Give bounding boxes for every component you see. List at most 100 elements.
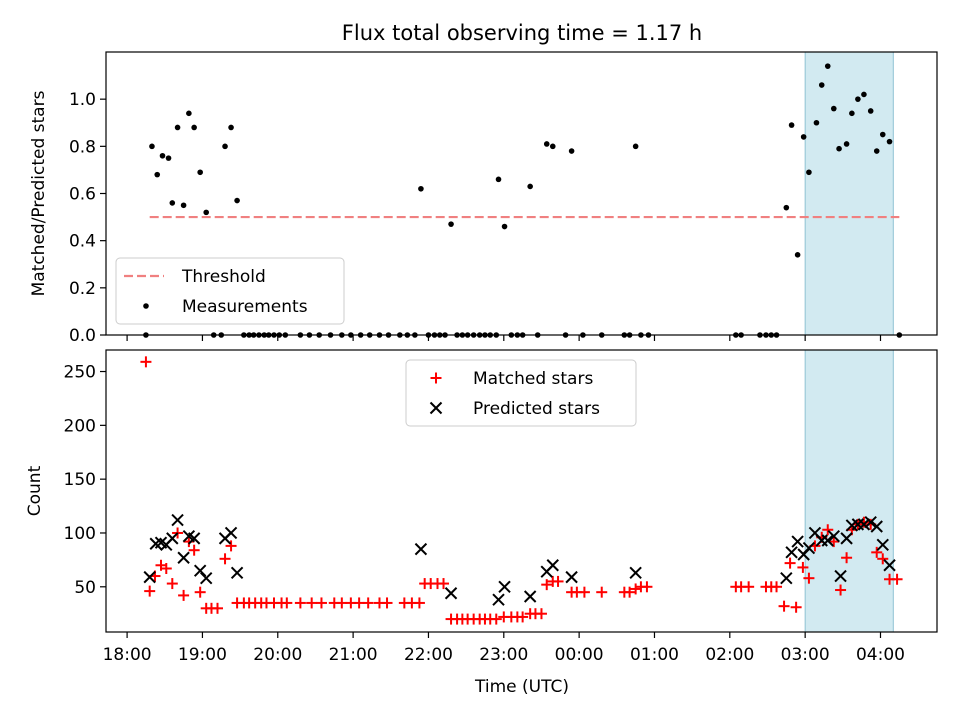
legend-threshold-label: Threshold [181, 267, 266, 287]
y-tick-label: 1.0 [69, 90, 96, 110]
measurement-point [527, 183, 533, 190]
predicted-star-marker [546, 559, 559, 572]
predicted-star-marker [864, 516, 877, 529]
predicted-star-marker [523, 590, 537, 603]
y-tick-label: 0.0 [69, 326, 96, 346]
matched-star-marker [183, 536, 195, 548]
predicted-star-marker [171, 513, 184, 527]
matched-star-marker [438, 578, 450, 590]
measurement-point [568, 148, 575, 154]
measurement-point [228, 124, 234, 131]
matched-star-marker [490, 613, 502, 625]
measurement-point [549, 143, 556, 150]
bottom-plot-frame [105, 349, 938, 633]
predicted-star-marker [629, 566, 642, 580]
matched-star-marker [294, 597, 306, 609]
measurement-point [843, 141, 850, 147]
matched-star-marker [871, 546, 883, 558]
measurement-point [149, 143, 155, 150]
matched-star-marker [535, 608, 547, 620]
predicted-star-marker [444, 587, 458, 600]
matched-star-marker [517, 611, 529, 623]
predicted-star-marker [143, 570, 156, 584]
legend-measurements-label: Measurements [182, 297, 308, 317]
legend-predicted-label: Predicted stars [473, 399, 600, 419]
x-tick-label: 22:00 [404, 645, 453, 665]
top-x-tick-marks [126, 335, 882, 341]
top-plot-frame [105, 51, 938, 336]
measurement-point [174, 124, 181, 131]
matched-star-marker [624, 586, 636, 598]
predicted-star-marker [780, 571, 793, 585]
predicted-star-marker [565, 570, 578, 584]
y-tick-label: 50 [74, 578, 96, 598]
matched-star-marker [430, 372, 442, 384]
measurement-point [448, 221, 454, 227]
predicted-star-marker [840, 532, 853, 545]
x-tick-label: 19:00 [178, 645, 227, 665]
measurement-point [879, 131, 886, 138]
y-tick-label: 0.4 [69, 232, 96, 252]
matched-star-marker [219, 553, 231, 565]
y-tick-label: 250 [64, 363, 96, 383]
predicted-star-marker [834, 569, 847, 583]
matched-star-marker [160, 562, 172, 574]
matched-star-marker [743, 581, 755, 593]
predicted-star-marker [821, 534, 834, 547]
predicted-star-marker [870, 520, 883, 533]
predicted-star-marker [230, 566, 244, 580]
matched-star-marker [188, 544, 200, 556]
top-y-axis-label: Matched/Predicted stars [29, 90, 49, 296]
measurement-point [806, 169, 812, 176]
matched-star-marker [315, 597, 327, 609]
matched-star-marker [413, 597, 425, 609]
predicted-star-marker [166, 532, 179, 545]
bottom-y-axis: 50 100 150 200 250 [64, 363, 106, 598]
measurement-point [501, 223, 508, 230]
x-tick-label: 20:00 [253, 645, 302, 665]
matched-star-marker [225, 540, 237, 552]
bottom-legend: Matched stars Predicted stars [405, 359, 637, 427]
measurement-point [873, 148, 880, 154]
matched-star-marker [891, 573, 903, 585]
y-tick-label: 200 [64, 416, 96, 436]
matched-star-marker [212, 602, 224, 614]
measurement-point [861, 91, 867, 98]
predicted-stars-points [143, 513, 896, 606]
top-y-axis: 0.0 0.2 0.4 0.6 0.8 1.0 [69, 90, 106, 346]
matched-star-marker [822, 524, 834, 536]
x-axis: 18:00 19:00 20:00 21:00 22:00 23:00 00:00 01:00… [103, 632, 905, 665]
x-tick-label: 04:00 [856, 645, 905, 665]
chart-title: Flux total observing time = 1.17 h [342, 21, 702, 45]
measurement-point [186, 110, 192, 117]
measurement-point [234, 197, 240, 204]
bottom-highlight-band [804, 349, 894, 633]
predicted-star-marker [429, 401, 443, 415]
measurement-point [818, 82, 825, 88]
bottom-panel: 50 100 150 200 250 18:00 19:00 20:00 21:00 22:00… [25, 349, 938, 697]
matched-star-marker [784, 557, 796, 569]
measurement-point [813, 119, 820, 126]
measurement-point [788, 122, 795, 128]
predicted-star-marker [414, 542, 428, 556]
predicted-star-marker [785, 546, 798, 559]
predicted-star-marker [492, 593, 505, 606]
measurement-point [800, 134, 807, 140]
predicted-star-marker [177, 551, 190, 564]
legend-matched-label: Matched stars [473, 369, 593, 389]
measurement-point [824, 63, 831, 69]
matched-star-marker [641, 581, 653, 593]
matched-star-marker [281, 597, 293, 609]
predicted-star-marker [827, 529, 840, 543]
legend-measurements-swatch [143, 303, 149, 309]
y-tick-label: 0.8 [69, 137, 96, 157]
y-tick-label: 150 [64, 470, 96, 490]
measurement-point [154, 171, 161, 178]
matched-stars-points [140, 356, 903, 625]
measurement-point [783, 204, 790, 211]
legend-predicted-swatch [429, 401, 443, 415]
matched-star-marker [797, 561, 809, 573]
matched-star-marker [877, 553, 889, 565]
measurement-point [495, 176, 502, 183]
